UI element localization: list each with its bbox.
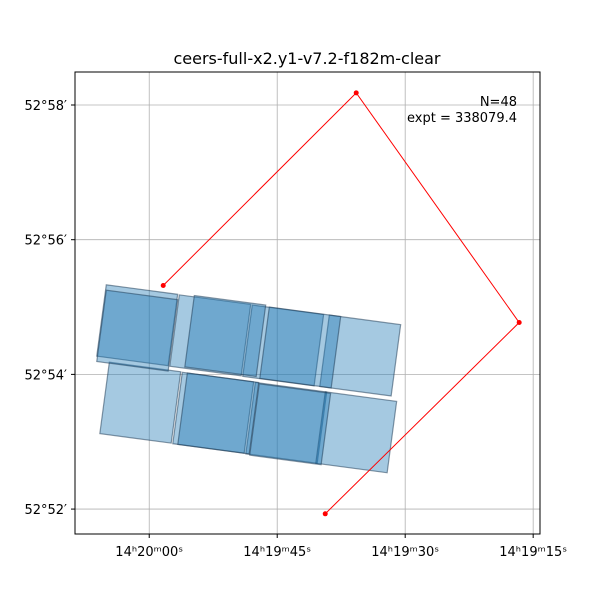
outline-vertex — [353, 90, 359, 96]
footprint — [259, 306, 342, 389]
footprint — [245, 381, 328, 464]
outline-vertex — [322, 511, 328, 517]
footprint — [315, 391, 398, 474]
footprint — [319, 314, 402, 397]
y-tick-label: 52°58′ — [24, 99, 67, 114]
footprint — [249, 383, 332, 466]
plot-frame — [74, 71, 541, 535]
footprint — [99, 361, 182, 444]
y-tick-label: 52°54′ — [24, 368, 67, 383]
annotation: N=48 — [480, 95, 517, 110]
x-tick-label: 14ʰ19ᵐ30ˢ — [371, 545, 439, 560]
footprint — [96, 289, 179, 372]
chart-title: ceers-full-x2.y1-v7.2-f182m-clear — [173, 49, 440, 68]
outline — [162, 92, 520, 515]
footprint — [169, 294, 252, 377]
x-tick-label: 14ʰ20ᵐ00ˢ — [115, 545, 183, 560]
y-tick-label: 52°52′ — [24, 503, 67, 518]
y-tick-label: 52°56′ — [24, 234, 67, 249]
annotation: expt = 338079.4 — [407, 111, 517, 126]
footprint — [177, 372, 260, 455]
outline-vertex — [160, 282, 166, 288]
footprint — [96, 284, 179, 367]
x-tick-label: 14ʰ19ᵐ45ˢ — [243, 545, 311, 560]
footprint — [184, 294, 267, 378]
x-tick-label: 14ʰ19ᵐ15ˢ — [499, 545, 567, 560]
outline-vertex — [516, 320, 522, 326]
